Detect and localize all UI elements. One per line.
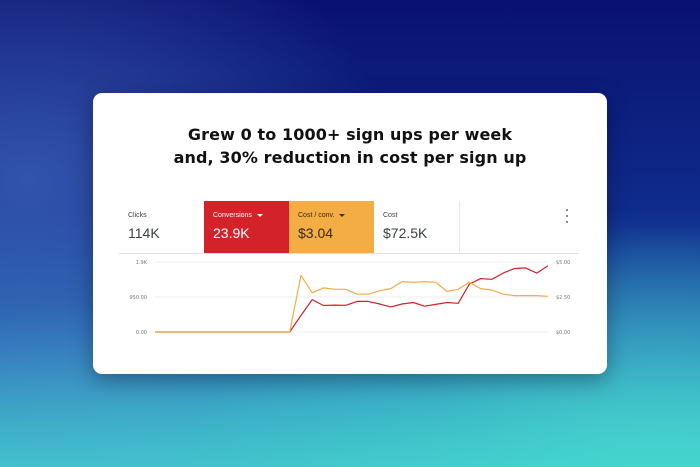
headline-line-1: Grew 0 to 1000+ sign ups per week	[187, 125, 513, 144]
left-axis-tick-label: 1.9K	[136, 260, 148, 266]
metric-value: $72.5K	[383, 225, 428, 241]
right-axis-tick-label: $2.50	[556, 295, 570, 301]
metric-tile-cost-per-conv[interactable]: Cost / conv. $3.04	[289, 201, 374, 253]
right-axis-tick-label: $0.00	[556, 330, 570, 336]
left-axis-tick-label: 0.00	[136, 330, 147, 336]
metric-label: Cost / conv.	[298, 212, 335, 219]
results-card: Grew 0 to 1000+ sign ups per week and, 3…	[93, 93, 607, 374]
metrics-spacer	[459, 201, 579, 253]
metric-value: $3.04	[298, 225, 334, 241]
more-vert-icon[interactable]	[564, 209, 570, 223]
metric-tile-cost[interactable]: Cost $72.5K	[374, 201, 459, 253]
metrics-bar: Clicks 114K Conversions 23.9K Cost / con…	[119, 201, 579, 254]
metric-label: Conversions	[213, 212, 252, 219]
metric-label: Cost	[383, 212, 398, 219]
left-axis-tick-label: 950.00	[130, 295, 148, 301]
metric-tile-clicks[interactable]: Clicks 114K	[119, 201, 204, 253]
dropdown-arrow-icon[interactable]	[256, 214, 263, 217]
headline: Grew 0 to 1000+ sign ups per week and, 3…	[93, 123, 607, 169]
metric-tile-conversions[interactable]: Conversions 23.9K	[204, 201, 289, 253]
series-line-conversions	[155, 265, 549, 333]
headline-line-2: and, 30% reduction in cost per sign up	[173, 148, 527, 167]
dropdown-arrow-icon[interactable]	[339, 214, 346, 217]
metric-value: 23.9K	[213, 225, 250, 241]
right-axis-tick-label: $5.00	[556, 260, 570, 266]
metric-label: Clicks	[128, 212, 147, 219]
metric-value: 114K	[128, 225, 160, 241]
series-line-cost-conv	[155, 274, 549, 333]
performance-chart: 1.9K 950.00 0.00 $5.00 $2.50 $0.00	[130, 260, 571, 336]
